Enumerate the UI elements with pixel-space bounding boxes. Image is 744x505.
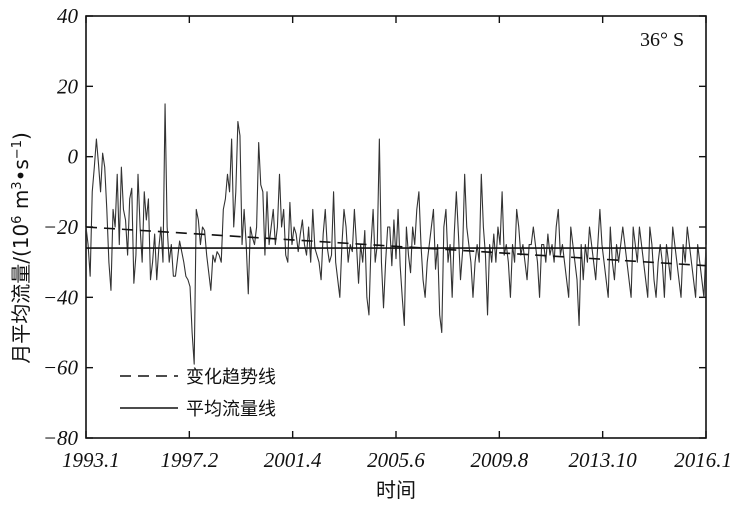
y-tick-label-4: 0: [68, 145, 79, 169]
x-tick-label-1: 1997.2: [160, 448, 218, 472]
x-axis-label: 时间: [376, 478, 416, 502]
annotation-latitude: 36° S: [640, 29, 684, 51]
legend: 变化趋势线 平均流量线: [120, 367, 276, 420]
legend-trend-label: 变化趋势线: [186, 367, 276, 388]
x-tick-label-6: 2016.1: [674, 448, 732, 472]
x-tick-label-0: 1993.1: [62, 448, 120, 472]
y-axis-label: 月平均流量/(106 m3•s−1): [9, 132, 33, 364]
x-tick-label-5: 2013.10: [569, 448, 638, 472]
x-tick-label-4: 2009.8: [470, 448, 528, 472]
monthly-flow-line: [85, 103, 707, 365]
trend-line: [85, 226, 707, 267]
plot-frame: [85, 15, 707, 439]
x-tick-label-3: 2005.6: [367, 448, 425, 472]
x-tick-label-2: 2001.4: [264, 448, 322, 472]
y-tick-label-5: 20: [57, 74, 79, 98]
y-tick-label-0: −80: [43, 426, 79, 450]
y-tick-label-1: −60: [43, 356, 79, 380]
y-tick-label-6: 40: [57, 4, 79, 28]
legend-mean-label: 平均流量线: [186, 399, 276, 420]
y-tick-label-3: −20: [43, 215, 79, 239]
y-tick-label-2: −40: [43, 285, 79, 309]
